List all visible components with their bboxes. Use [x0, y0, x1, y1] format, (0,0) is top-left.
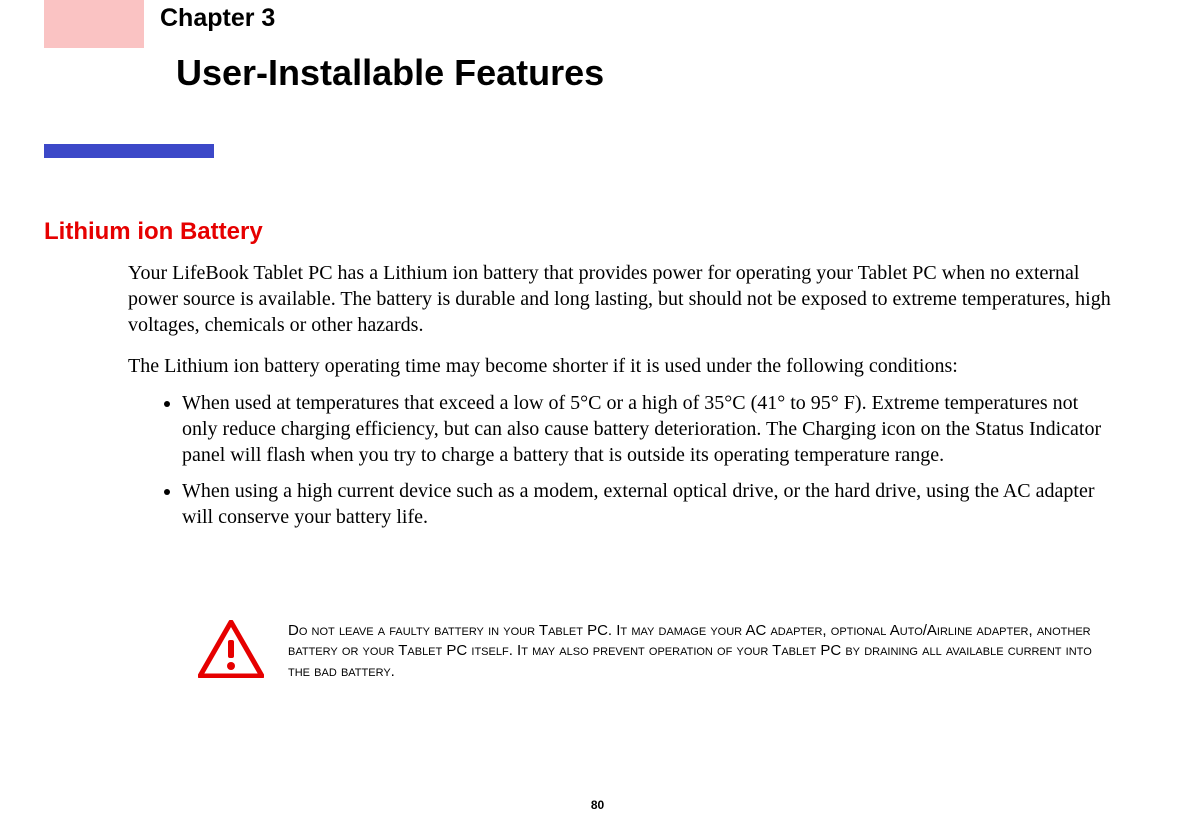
bullet-item: When used at temperatures that exceed a …	[182, 390, 1116, 468]
bullet-list: When used at temperatures that exceed a …	[156, 390, 1116, 540]
intro-paragraph-1: Your LifeBook Tablet PC has a Lithium io…	[128, 260, 1113, 338]
bullet-item: When using a high current device such as…	[182, 478, 1116, 530]
warning-callout: Do not leave a faulty battery in your Ta…	[198, 620, 1098, 683]
decorative-pink-block	[44, 0, 144, 48]
warning-text: Do not leave a faulty battery in your Ta…	[288, 621, 1098, 682]
intro-paragraph-2: The Lithium ion battery operating time m…	[128, 353, 1113, 379]
decorative-blue-bar	[44, 144, 214, 158]
warning-triangle-icon	[198, 620, 264, 683]
page-number: 80	[0, 798, 1195, 812]
section-heading: Lithium ion Battery	[44, 218, 263, 246]
chapter-title: User-Installable Features	[176, 52, 604, 94]
chapter-label: Chapter 3	[160, 4, 275, 33]
